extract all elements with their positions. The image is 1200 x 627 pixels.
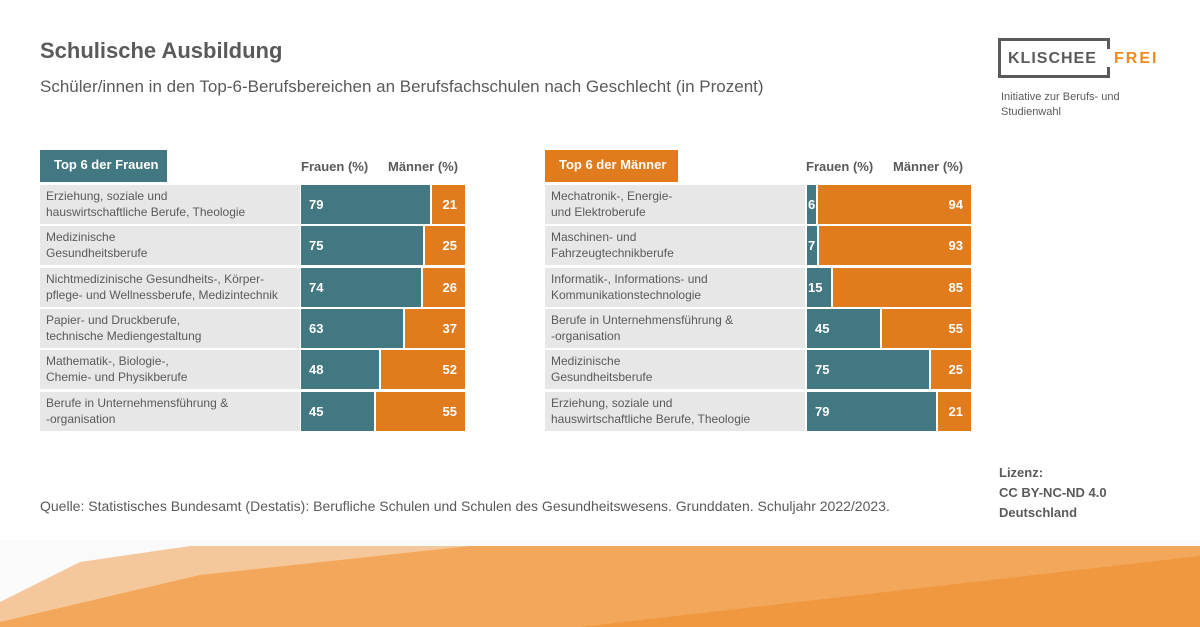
panel-header: Top 6 der Männer (545, 150, 678, 182)
table-row: Erziehung, soziale und hauswirtschaftlic… (40, 185, 470, 224)
table-row: Mathematik-, Biologie-, Chemie- und Phys… (40, 350, 470, 390)
table-row: Papier- und Druckberufe, technische Medi… (40, 308, 470, 348)
table-row: Maschinen- und Fahrzeugtechnikberufe 7 93 (545, 226, 975, 266)
logo-accent: FREI (1114, 50, 1159, 67)
table-row: Informatik-, Informations- und Kommunika… (545, 267, 975, 307)
bar-maenner: 25 (931, 350, 971, 390)
page-subtitle: Schüler/innen in den Top-6-Berufsbereich… (40, 77, 764, 96)
bar-maenner: 55 (376, 391, 465, 431)
license-label: Lizenz: (999, 465, 1044, 480)
bar-maenner: 26 (423, 267, 465, 307)
bar-frauen: 74 (301, 267, 421, 307)
source-note: Quelle: Statistisches Bundesamt (Destati… (40, 498, 890, 514)
category-label: Informatik-, Informations- und Kommunika… (545, 267, 805, 307)
category-label: Medizinische Gesundheitsberufe (40, 226, 300, 266)
bar-maenner: 37 (405, 308, 465, 348)
category-label: Berufe in Unternehmensführung & -organis… (545, 308, 805, 348)
table-row: Medizinische Gesundheitsberufe 75 25 (40, 226, 470, 266)
bar-maenner: 94 (818, 185, 971, 224)
category-label: Mechatronik-, Energie- und Elektroberufe (545, 185, 805, 224)
license-line2: Deutschland (999, 505, 1078, 520)
license-line1: CC BY-NC-ND 4.0 (999, 485, 1107, 500)
bar-frauen: 7 (807, 226, 817, 266)
bar-maenner: 25 (425, 226, 465, 266)
bar-frauen: 48 (301, 350, 379, 390)
bar-frauen: 6 (807, 185, 816, 224)
table-row: Mechatronik-, Energie- und Elektroberufe… (545, 185, 975, 224)
column-header: Männer (%) (893, 159, 964, 174)
bar-frauen: 15 (807, 267, 831, 307)
table-row: Erziehung, soziale und hauswirtschaftlic… (545, 391, 975, 431)
bar-frauen: 45 (807, 308, 880, 348)
category-label: Erziehung, soziale und hauswirtschaftlic… (40, 185, 300, 224)
category-label: Medizinische Gesundheitsberufe (545, 350, 805, 390)
column-header: Frauen (%) (301, 159, 369, 174)
bar-maenner: 55 (882, 308, 971, 348)
column-header: Frauen (%) (806, 159, 874, 174)
category-label: Maschinen- und Fahrzeugtechnikberufe (545, 226, 805, 266)
page-title: Schulische Ausbildung (40, 38, 283, 63)
table-row: Berufe in Unternehmensführung & -organis… (545, 308, 975, 348)
table-row: Medizinische Gesundheitsberufe 75 25 (545, 350, 975, 390)
bar-frauen: 75 (301, 226, 423, 266)
bar-frauen: 75 (807, 350, 929, 390)
bar-maenner: 21 (938, 391, 971, 431)
logo-frame (998, 38, 1110, 78)
bar-maenner: 52 (381, 350, 465, 390)
panel-header: Top 6 der Frauen (40, 150, 167, 182)
bar-frauen: 45 (301, 391, 374, 431)
bar-frauen: 63 (301, 308, 403, 348)
category-label: Erziehung, soziale und hauswirtschaftlic… (545, 391, 805, 431)
category-label: Berufe in Unternehmensführung & -organis… (40, 391, 300, 431)
bar-frauen: 79 (301, 185, 430, 224)
category-label: Mathematik-, Biologie-, Chemie- und Phys… (40, 350, 300, 390)
table-row: Nichtmedizinische Gesundheits-, Körper- … (40, 267, 470, 307)
logo-tagline: Initiative zur Berufs- und Studienwahl (1001, 91, 1120, 118)
category-label: Papier- und Druckberufe, technische Medi… (40, 308, 300, 348)
bar-maenner: 21 (432, 185, 465, 224)
bar-maenner: 93 (819, 226, 971, 266)
logo-main: KLISCHEE (1008, 50, 1097, 67)
bar-maenner: 85 (833, 267, 971, 307)
license: Lizenz: CC BY-NC-ND 4.0 Deutschland (999, 463, 1107, 523)
decorative-wave (0, 540, 1200, 627)
table-row: Berufe in Unternehmensführung & -organis… (40, 391, 470, 431)
column-header: Männer (%) (388, 159, 459, 174)
bar-frauen: 79 (807, 391, 936, 431)
category-label: Nichtmedizinische Gesundheits-, Körper- … (40, 267, 300, 307)
